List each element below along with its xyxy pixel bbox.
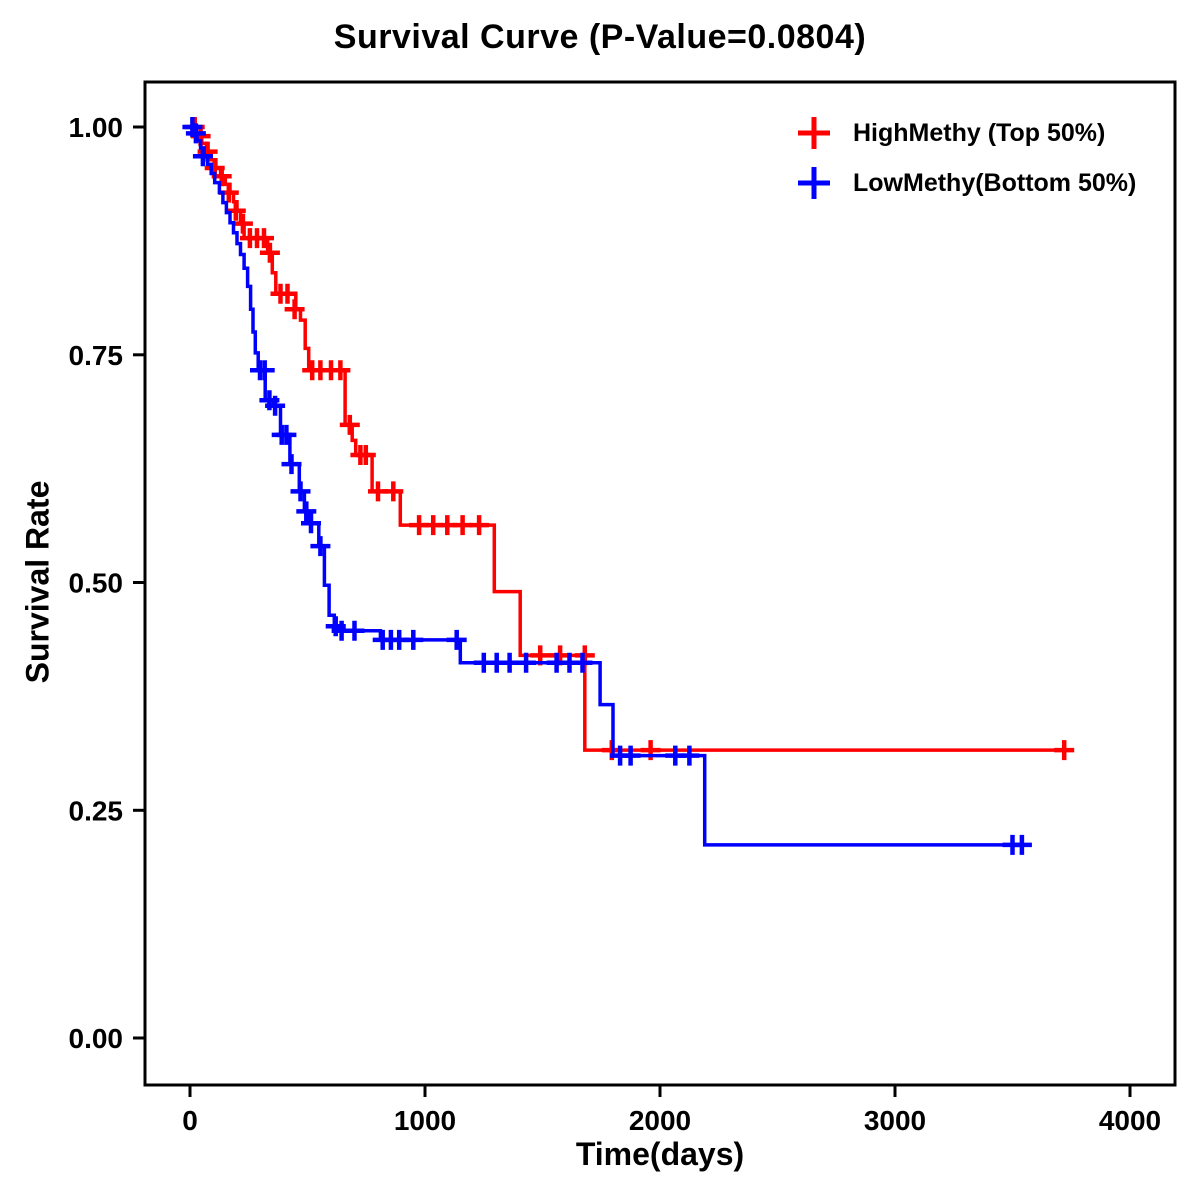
censor-mark-1	[679, 745, 700, 766]
x-axis-label: Time(days)	[575, 1136, 745, 1172]
censor-mark-0	[225, 200, 246, 221]
censor-mark-1	[1011, 834, 1032, 855]
censor-mark-1	[265, 395, 286, 416]
y-tick-label: 0.25	[69, 795, 124, 826]
y-tick-label: 0.50	[69, 568, 124, 599]
censor-mark-0	[259, 242, 280, 263]
legend-item-highmethy: HighMethy (Top 50%)	[795, 116, 1136, 150]
legend-item-lowmethy: LowMethy(Bottom 50%)	[795, 166, 1136, 200]
censor-mark-0	[339, 414, 360, 435]
y-tick-label: 0.75	[69, 340, 124, 371]
censor-mark-1	[192, 146, 213, 167]
x-tick-label: 1000	[394, 1105, 456, 1136]
censor-mark-0	[232, 213, 253, 234]
censor-mark-1	[572, 652, 593, 673]
censor-mark-0	[254, 228, 274, 249]
plus-marker-icon	[798, 117, 830, 149]
censor-mark-1	[446, 629, 467, 650]
survival-step-curve-0	[190, 125, 1065, 752]
plot-border	[143, 80, 1177, 1087]
legend-label-lowmethy: LowMethy(Bottom 50%)	[853, 168, 1137, 197]
y-tick-label: 0.00	[69, 1023, 124, 1054]
censor-mark-1	[276, 424, 297, 445]
censor-mark-1	[281, 454, 302, 475]
chart-title: Survival Curve (P-Value=0.0804)	[333, 18, 867, 56]
censor-mark-1	[403, 629, 424, 650]
censor-mark-0	[277, 283, 298, 304]
censor-mark-1	[516, 652, 537, 673]
y-tick-label: 1.00	[69, 112, 124, 143]
censor-mark-0	[284, 299, 305, 320]
censor-mark-1	[344, 620, 365, 641]
censor-mark-0	[383, 481, 404, 502]
plus-marker-icon	[798, 167, 830, 199]
x-tick-label: 2000	[629, 1105, 691, 1136]
x-tick-label: 0	[182, 1105, 198, 1136]
censor-mark-0	[355, 445, 376, 465]
censor-mark-1	[290, 481, 311, 502]
censor-mark-1	[185, 123, 206, 144]
censor-mark-1	[310, 536, 331, 557]
censor-mark-0	[330, 360, 351, 381]
censor-mark-1	[254, 360, 275, 381]
censor-mark-1	[301, 513, 321, 534]
censor-mark-1	[296, 501, 317, 522]
x-tick-label: 3000	[864, 1105, 926, 1136]
censor-mark-0	[1054, 740, 1075, 761]
legend: HighMethy (Top 50%) LowMethy(Bottom 50%)	[795, 116, 1136, 200]
survival-step-curve-1	[190, 125, 1024, 847]
censor-mark-1	[620, 745, 641, 766]
x-tick-label: 4000	[1099, 1105, 1161, 1136]
censor-mark-0	[469, 515, 490, 536]
legend-label-highmethy: HighMethy (Top 50%)	[853, 118, 1106, 147]
